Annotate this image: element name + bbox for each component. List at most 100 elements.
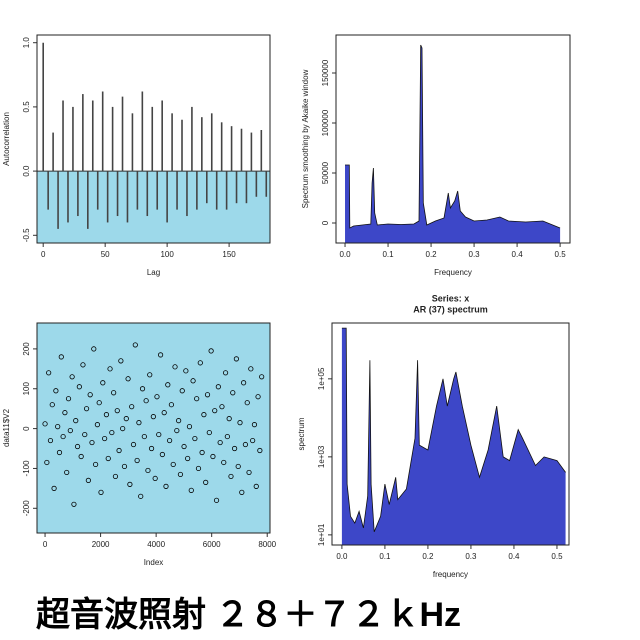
area-fill: [341, 328, 566, 545]
point: [112, 473, 119, 480]
plot-frame: [36, 34, 271, 244]
point: [74, 443, 81, 450]
x-tick-label: 6000: [203, 540, 221, 549]
point: [83, 406, 90, 412]
point: [129, 404, 135, 410]
point: [213, 497, 220, 503]
point: [125, 376, 131, 382]
point: [46, 370, 52, 376]
point: [239, 489, 245, 495]
point: [154, 394, 160, 400]
point: [147, 372, 153, 378]
point: [92, 461, 99, 468]
point: [65, 396, 72, 402]
point: [226, 416, 232, 422]
point: [159, 451, 165, 458]
y-tick-label: 200: [22, 342, 31, 356]
x-axis-label: Frequency: [434, 268, 472, 277]
point: [62, 410, 68, 416]
point: [217, 439, 223, 446]
point: [51, 485, 57, 491]
point: [87, 392, 93, 398]
x-axis-label: Lag: [147, 268, 160, 277]
x-tick-label: 0: [43, 540, 48, 549]
point: [194, 396, 200, 402]
point: [177, 471, 184, 478]
point: [201, 412, 207, 418]
point: [192, 435, 198, 442]
point: [56, 449, 63, 456]
point: [186, 424, 193, 430]
point: [116, 447, 122, 454]
point: [118, 358, 124, 364]
point: [228, 473, 234, 480]
point: [64, 469, 70, 476]
y-axis-label: data11$V2: [2, 408, 11, 447]
point: [168, 402, 175, 408]
point: [163, 483, 169, 489]
point: [195, 465, 202, 472]
plot-frame: [36, 322, 271, 534]
y-axis-label: Autocorrelation: [2, 112, 11, 166]
spectrum-line: [345, 44, 561, 229]
x-axis-label: frequency: [433, 570, 468, 579]
point: [148, 445, 155, 452]
point: [60, 433, 66, 440]
point: [145, 467, 151, 474]
point: [246, 469, 252, 476]
point: [244, 400, 250, 406]
point: [259, 374, 265, 380]
point: [82, 431, 88, 438]
point: [212, 408, 218, 414]
point: [132, 342, 138, 348]
point: [143, 398, 149, 404]
point: [203, 479, 209, 485]
point: [231, 445, 238, 452]
point: [69, 374, 75, 380]
x-tick-label: 0.3: [465, 552, 477, 561]
point: [44, 459, 50, 466]
point: [109, 429, 115, 436]
caption: 超音波照射 ２８＋７２ｋHz: [36, 596, 461, 634]
point: [230, 390, 236, 396]
point: [130, 441, 137, 448]
point: [241, 380, 247, 386]
y-tick-label: 100000: [321, 109, 330, 136]
point: [114, 408, 120, 414]
point: [250, 437, 256, 444]
point: [197, 360, 203, 366]
point: [179, 388, 185, 394]
point: [157, 352, 164, 358]
point: [121, 463, 128, 470]
point: [183, 368, 189, 374]
point: [103, 412, 110, 418]
point: [253, 483, 259, 489]
point: [139, 386, 146, 392]
point: [174, 427, 180, 434]
x-tick-label: 0.1: [382, 250, 394, 259]
y-axis-label: Spectrum smoothing by Akaike window: [301, 69, 310, 208]
y-tick-label: 1e+05: [317, 367, 326, 390]
point: [78, 453, 84, 460]
x-tick-label: 0.2: [422, 552, 434, 561]
point: [185, 455, 191, 462]
y-tick-label: 50000: [321, 161, 330, 184]
x-tick-label: 150: [222, 250, 236, 259]
point: [73, 418, 79, 424]
point: [91, 346, 97, 352]
point: [67, 427, 73, 434]
point: [141, 433, 147, 440]
x-axis-label: Index: [144, 558, 164, 567]
y-tick-label: 1.0: [22, 37, 31, 49]
point: [219, 404, 225, 410]
x-tick-label: 8000: [258, 540, 276, 549]
point: [221, 459, 227, 466]
x-tick-label: 0.2: [426, 250, 438, 259]
chart-subtitle: AR (37) spectrum: [413, 304, 488, 314]
point: [235, 463, 241, 470]
x-tick-label: 0.3: [469, 250, 481, 259]
point: [224, 433, 230, 440]
point: [98, 489, 104, 495]
point: [222, 370, 229, 376]
